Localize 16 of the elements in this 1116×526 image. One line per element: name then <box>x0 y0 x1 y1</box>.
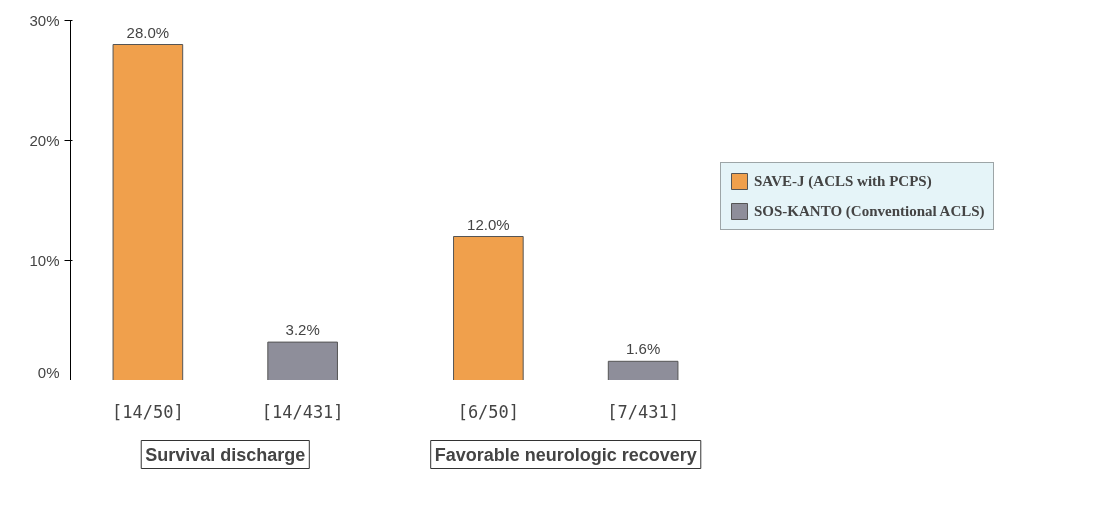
text: [6/50] <box>457 402 520 423</box>
text: [14/50] <box>112 402 184 423</box>
text: [14/431] <box>261 402 344 423</box>
data-label: 1.6% <box>626 340 661 358</box>
y-tick-label: 20% <box>29 132 60 149</box>
x-tick-label: Survival discharge <box>145 444 306 465</box>
y-tick-label: 10% <box>29 252 60 269</box>
data-label: 3.2% <box>285 321 320 339</box>
text: [7/431] <box>607 402 679 423</box>
data-label: 28.0% <box>126 23 170 41</box>
y-tick-label: 30% <box>29 12 60 29</box>
x-tick-label: Favorable neurologic recovery <box>434 444 697 465</box>
legend-label: SOS-KANTO (Conventional ACLS) <box>754 202 985 220</box>
data-label: 12.0% <box>467 215 510 233</box>
legend-label: SAVE-J (ACLS with PCPS) <box>754 172 932 190</box>
y-tick-label: 0% <box>37 363 60 381</box>
